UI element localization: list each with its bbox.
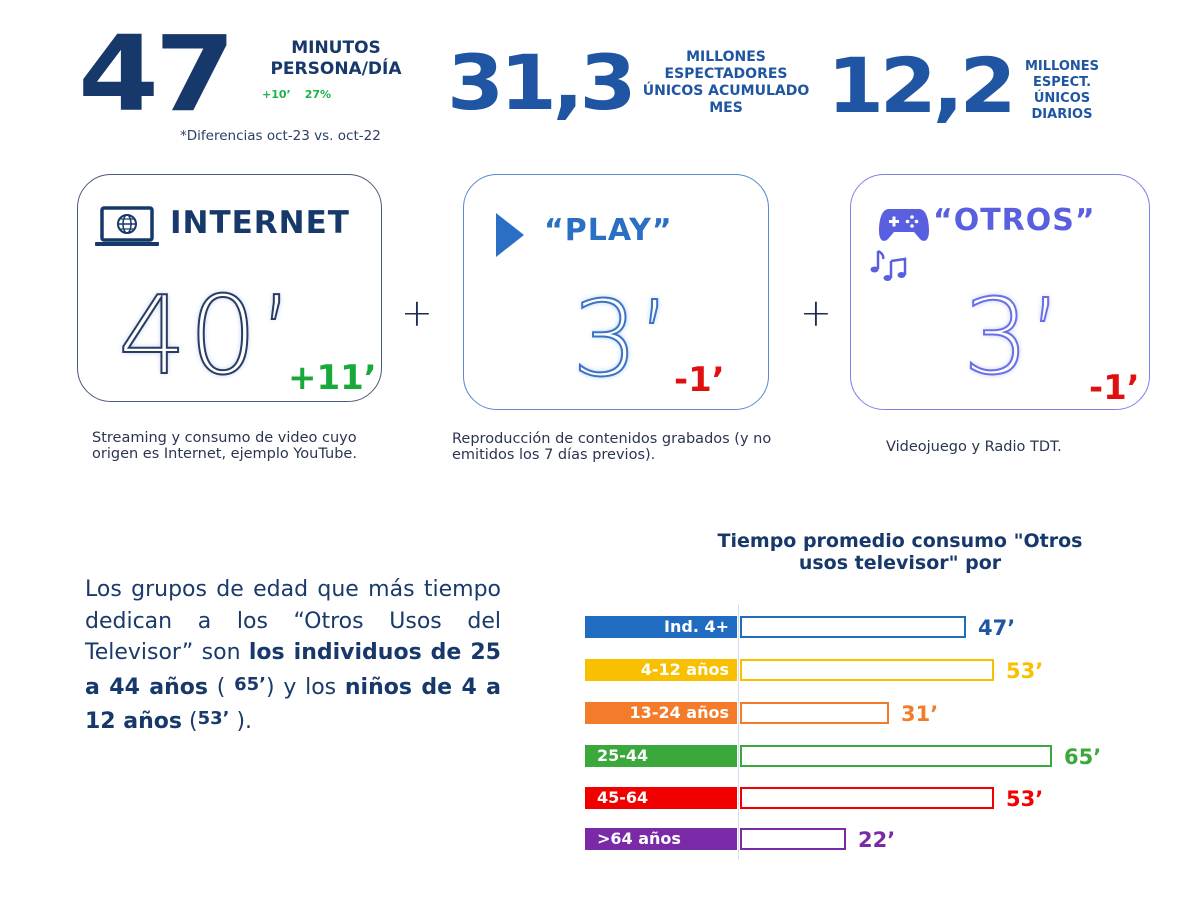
card-delta: +11’	[288, 358, 377, 398]
bar-category-label: >64 años	[585, 828, 737, 850]
card-description-internet: Streaming y consumo de video cuyo origen…	[92, 430, 357, 462]
card-title: “OTROS”	[933, 203, 1096, 238]
text: (	[208, 674, 235, 700]
bar-value-label: 47’	[978, 616, 1016, 640]
plus-operator: +	[401, 291, 433, 335]
text: ) y los	[265, 674, 345, 700]
bar-category-label: 45-64	[585, 787, 737, 809]
text: ).	[229, 709, 253, 734]
chart-axis	[738, 604, 739, 860]
highlight-4-12: niños de 4 a 12 años	[85, 674, 502, 735]
bar-category-label: 25-44	[585, 745, 737, 767]
bar-value-label: 22’	[858, 828, 896, 852]
card-title: “PLAY”	[544, 213, 673, 248]
bar-value-label: 65’	[1064, 745, 1102, 769]
value-53: 53’	[197, 708, 230, 729]
bar	[740, 659, 994, 681]
card-description-play: Reproducción de contenidos grabados (y n…	[452, 431, 772, 463]
stat-minutes-delta: +10’ 27%	[262, 88, 345, 101]
stat-daily-label: MILLONES ESPECT. ÚNICOS DIARIOS	[1024, 59, 1100, 122]
delta-percent: 27%	[304, 88, 332, 101]
card-play: “PLAY” 3’ -1’	[463, 174, 769, 410]
stat-monthly-value: 31,3	[447, 38, 637, 127]
stat-monthly-label: MILLONES ESPECTADORES ÚNICOS ACUMULADO M…	[642, 49, 810, 116]
bar-category-label: Ind. 4+	[585, 616, 737, 638]
summary-paragraph: Los grupos de edad que más tiempo dedica…	[85, 574, 501, 738]
highlight-25-44: los individuos de 25 a 44 años	[85, 640, 501, 700]
laptop-globe-icon	[94, 205, 160, 253]
delta-minutes: +10’	[262, 88, 291, 101]
card-delta: -1’	[674, 360, 725, 400]
card-value: 40’	[117, 274, 296, 399]
bar	[740, 828, 846, 850]
text: (	[182, 709, 198, 734]
card-internet: INTERNET 40’ +11’	[77, 174, 382, 402]
value-65: 65’	[234, 673, 266, 695]
chart-title: Tiempo promedio consumo "Otros usos tele…	[717, 530, 1083, 574]
text: Los grupos de edad que más tiempo dedica…	[85, 577, 501, 665]
comparison-note: *Diferencias oct-23 vs. oct-22	[180, 128, 381, 144]
bar	[740, 745, 1052, 767]
gamepad-icon	[879, 205, 929, 249]
card-description-otros: Videojuego y Radio TDT.	[886, 439, 1062, 455]
card-otros: “OTROS” 3’ -1’	[850, 174, 1150, 410]
plus-operator: +	[800, 291, 832, 335]
stat-minutes-value: 47	[78, 13, 236, 135]
card-delta: -1’	[1089, 368, 1140, 408]
card-value: 3’	[962, 276, 1063, 398]
play-triangle-icon	[496, 213, 524, 261]
bar-value-label: 31’	[901, 702, 939, 726]
bar-value-label: 53’	[1006, 659, 1044, 683]
bar	[740, 616, 966, 638]
bar-value-label: 53’	[1006, 787, 1044, 811]
bar	[740, 702, 889, 724]
stat-daily-value: 12,2	[827, 41, 1017, 130]
card-value: 3’	[571, 278, 672, 400]
music-notes-icon	[869, 249, 909, 285]
card-title: INTERNET	[170, 205, 350, 241]
bar-category-label: 13-24 años	[585, 702, 737, 724]
bar-category-label: 4-12 años	[585, 659, 737, 681]
bar	[740, 787, 994, 809]
stat-minutes-label: MINUTOS PERSONA/DÍA	[270, 38, 402, 79]
